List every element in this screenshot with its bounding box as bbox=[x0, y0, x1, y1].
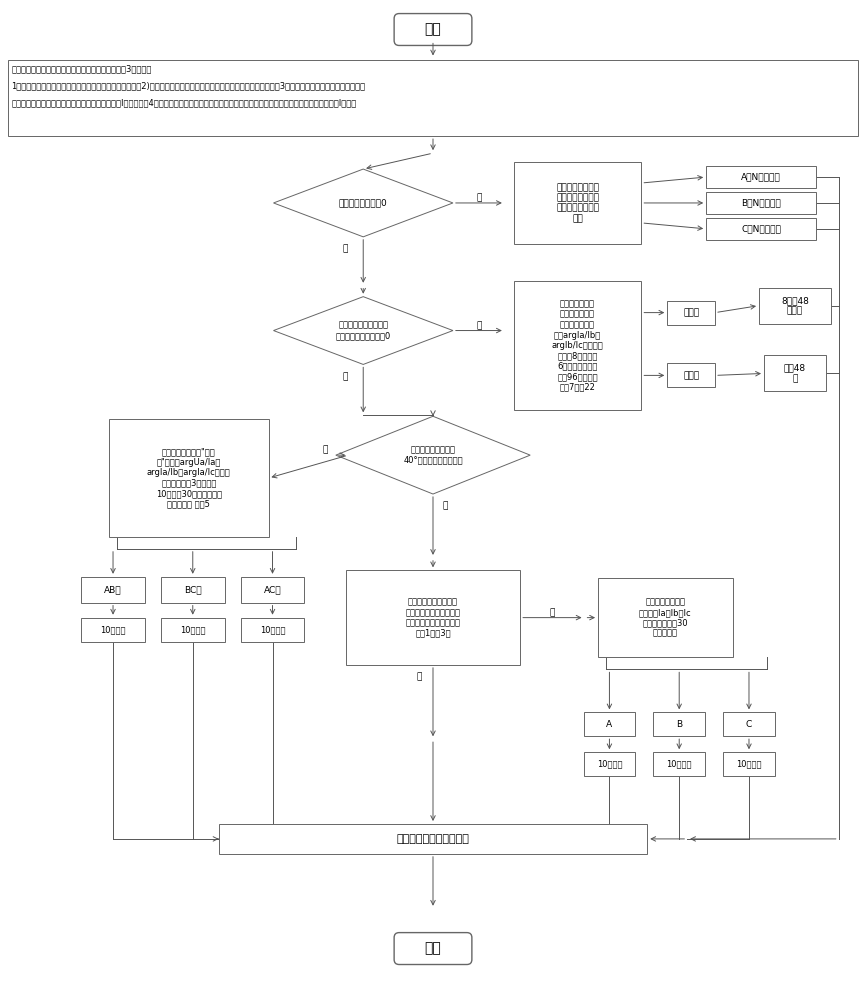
Bar bbox=[161, 577, 224, 603]
Text: 但幅角不等；故障相电流幅值比正常最大负荷电流I要大很多。4）两相短路，故障两相幅值相等，幅角相等。且故障相电流幅值比正常最大负荷电流I要小。: 但幅角不等；故障相电流幅值比正常最大负荷电流I要大很多。4）两相短路，故障两相幅… bbox=[11, 98, 357, 107]
Text: C、N倒相判别: C、N倒相判别 bbox=[741, 224, 781, 233]
Text: BC相: BC相 bbox=[184, 585, 202, 594]
Text: 是: 是 bbox=[550, 608, 555, 617]
Bar bbox=[514, 162, 642, 244]
Bar bbox=[653, 712, 705, 736]
Text: 是: 是 bbox=[476, 321, 481, 330]
Bar bbox=[667, 363, 715, 387]
Text: 10种故障: 10种故障 bbox=[736, 760, 762, 769]
Bar bbox=[706, 218, 816, 240]
Bar bbox=[81, 577, 145, 603]
Text: 是: 是 bbox=[322, 446, 328, 455]
Text: 判断非故障两相幅值相
等，但幅角不等，故障相
电流幅值比正常相大很多
（表1一表3）: 判断非故障两相幅值相 等，但幅角不等，故障相 电流幅值比正常相大很多 （表1一表… bbox=[405, 598, 461, 638]
Text: 是: 是 bbox=[476, 193, 481, 202]
Text: 进入相相倒相和
反相判别程序，
根据送电侧和受
电侧argIa/Ib与
argIb/Ic的角度范
围分为8组，每组
6种情况，判别并
给出96类结果，
见表7一: 进入相相倒相和 反相判别程序， 根据送电侧和受 电侧argIa/Ib与 argI… bbox=[552, 299, 604, 392]
FancyBboxPatch shape bbox=[394, 933, 472, 965]
Text: 其他48
组: 其他48 组 bbox=[784, 364, 806, 383]
Text: 是否有两相夹角小于
40°，故障两相幅值相等: 是否有两相夹角小于 40°，故障两相幅值相等 bbox=[404, 445, 462, 465]
Bar bbox=[667, 301, 715, 325]
Text: 否: 否 bbox=[417, 672, 422, 681]
Text: 10种故障: 10种故障 bbox=[260, 625, 285, 634]
Text: 显示判别结果，功率方向: 显示判别结果，功率方向 bbox=[397, 834, 469, 844]
Text: 8组共48
种故障: 8组共48 种故障 bbox=[781, 296, 809, 315]
Text: 结束: 结束 bbox=[424, 942, 442, 956]
Text: 进入两相短路判别"小类
项"，判定argUa/Ia、
argIa/Ib、argIa/Ic角度关
系，可判别出3组，每组
10种，共30类故障类型，
并输出结果 : 进入两相短路判别"小类 项"，判定argUa/Ia、 argIa/Ib、argI… bbox=[147, 448, 230, 509]
Bar bbox=[241, 618, 305, 642]
FancyBboxPatch shape bbox=[394, 14, 472, 45]
Bar bbox=[723, 752, 775, 776]
Text: A、N倒相判别: A、N倒相判别 bbox=[741, 173, 781, 182]
Text: 10种故障: 10种故障 bbox=[100, 625, 126, 634]
Bar bbox=[9, 60, 857, 136]
Text: A: A bbox=[606, 720, 612, 729]
Text: 进入相零倒相判别
程序，判别哪相与
零相倒相，并输出
结果: 进入相零倒相判别 程序，判别哪相与 零相倒相，并输出 结果 bbox=[556, 183, 599, 223]
Bar bbox=[241, 577, 305, 603]
Text: B: B bbox=[676, 720, 682, 729]
Text: 是否有一相电流为0: 是否有一相电流为0 bbox=[339, 198, 388, 207]
Text: AC相: AC相 bbox=[264, 585, 281, 594]
Text: 10种故障: 10种故障 bbox=[597, 760, 622, 769]
Bar bbox=[161, 618, 224, 642]
Bar bbox=[584, 712, 636, 736]
Text: B、N倒相判别: B、N倒相判别 bbox=[741, 198, 781, 207]
Bar bbox=[653, 752, 705, 776]
Text: 否: 否 bbox=[343, 244, 348, 253]
Bar bbox=[759, 288, 830, 324]
Polygon shape bbox=[274, 297, 453, 364]
Polygon shape bbox=[274, 169, 453, 237]
Text: 10种故障: 10种故障 bbox=[667, 760, 692, 769]
Text: 1）正常运行时倒相，三相幅值完全相等，但不是正序量；2)正常运行时极性反相，三相幅值完全相等，但不是正序量；3）单相接地，非故障两相幅值相等，: 1）正常运行时倒相，三相幅值完全相等，但不是正序量；2)正常运行时极性反相，三相… bbox=[11, 81, 365, 90]
Text: 进入单相接地判小
相，根据Ia、Ib、Ic
幅角范围判别出30
种故障类型: 进入单相接地判小 相，根据Ia、Ib、Ic 幅角范围判别出30 种故障类型 bbox=[639, 598, 692, 638]
Bar bbox=[584, 752, 636, 776]
Bar bbox=[764, 355, 826, 391]
Bar bbox=[514, 281, 642, 410]
Bar bbox=[219, 824, 647, 854]
Text: 受电侧: 受电侧 bbox=[683, 371, 699, 380]
Text: 10种故障: 10种故障 bbox=[180, 625, 205, 634]
Bar bbox=[706, 166, 816, 188]
Bar bbox=[346, 570, 520, 665]
Text: 开始: 开始 bbox=[424, 23, 442, 37]
Text: 送电侧: 送电侧 bbox=[683, 308, 699, 317]
Text: 区分单相接地、两相短路、正常运行倒相及极性反向3种类型。: 区分单相接地、两相短路、正常运行倒相及极性反向3种类型。 bbox=[11, 64, 152, 73]
Bar bbox=[109, 419, 268, 537]
Text: 是否有两相电流幅值相
等，另外一相幅值不为0: 是否有两相电流幅值相 等，另外一相幅值不为0 bbox=[336, 321, 391, 340]
Bar bbox=[598, 578, 733, 657]
Text: C: C bbox=[746, 720, 752, 729]
Text: 否: 否 bbox=[343, 372, 348, 381]
Bar bbox=[81, 618, 145, 642]
Bar bbox=[706, 192, 816, 214]
Bar bbox=[723, 712, 775, 736]
Polygon shape bbox=[336, 416, 530, 494]
Text: AB相: AB相 bbox=[104, 585, 122, 594]
Text: 否: 否 bbox=[443, 501, 448, 510]
